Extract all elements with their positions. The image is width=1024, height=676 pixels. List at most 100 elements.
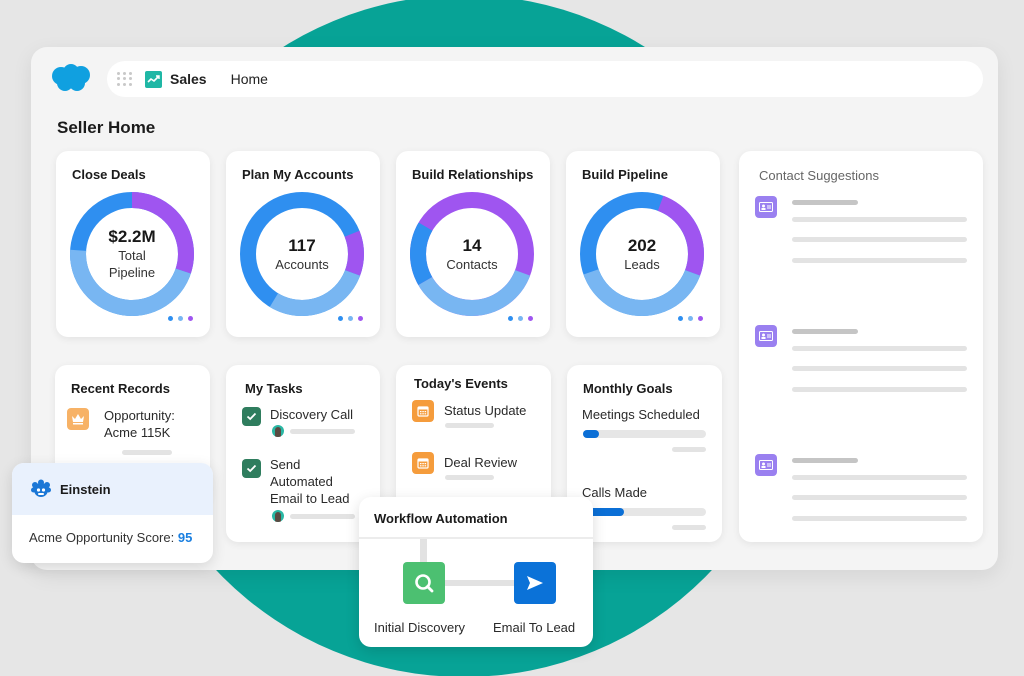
contact-suggestion-item[interactable] [755,454,975,544]
placeholder-line [792,237,967,242]
card-title: Monthly Goals [583,381,673,396]
placeholder-line [792,458,858,463]
assignee-avatar [272,425,284,437]
card-title: Build Relationships [412,167,534,182]
kpi-value: $2.2M [108,227,156,246]
pagination-dots[interactable] [338,316,363,321]
placeholder-line [792,475,967,480]
contact-suggestions-card: Contact Suggestions [739,151,983,542]
nav-tab-home[interactable]: Home [230,71,268,87]
contact-suggestion-item[interactable] [755,196,975,286]
card-title: Build Pipeline [582,167,668,182]
kpi-label: Accounts [275,256,329,272]
donut-center-label: 202 Leads [579,191,705,317]
placeholder-line [290,514,355,519]
goal-label: Calls Made [582,485,648,500]
placeholder-line [792,366,967,371]
kpi-label: Leads [624,256,660,272]
task-title[interactable]: Discovery Call [270,407,354,422]
close-deals-donut-chart [70,192,194,316]
pagination-dots[interactable] [168,316,193,321]
progress-fill [583,430,599,438]
pagination-dots[interactable] [678,316,703,321]
placeholder-line [122,450,172,455]
contact-suggestion-item[interactable] [755,325,975,415]
progress-fill [583,508,624,516]
record-link[interactable]: Opportunity: Acme 115K [104,407,175,441]
card-title: Recent Records [71,381,170,396]
placeholder-line [792,387,967,392]
placeholder-line [792,217,967,222]
salesforce-cloud-logo-icon[interactable] [49,63,93,93]
build-relationships-card[interactable]: Build Relationships 14 Contacts [396,151,550,337]
connector-line [445,580,515,586]
task-title-line: Email to Lead [270,491,350,506]
goal-label: Meetings Scheduled [582,407,700,422]
placeholder-line [792,200,858,205]
kpi-label: Total [118,248,146,263]
event-calendar-icon [412,452,434,474]
calls-progress-bar [583,508,706,516]
card-title: Close Deals [72,167,146,182]
card-title: Plan My Accounts [242,167,354,182]
event-calendar-icon [412,400,434,422]
app-name: Sales [170,71,207,87]
einstein-avatar-icon [31,479,51,497]
score-label: Acme Opportunity Score: [29,530,175,545]
contact-card-icon [755,196,777,218]
card-title: Today's Events [414,376,508,391]
contact-card-icon [755,325,777,347]
monthly-goals-card: Monthly Goals Meetings Scheduled Calls M… [567,365,722,542]
build-relationships-donut-chart [410,192,534,316]
pagination-dots[interactable] [508,316,533,321]
build-pipeline-card[interactable]: Build Pipeline 202 Leads [566,151,720,337]
contact-card-icon [755,454,777,476]
opportunity-crown-icon [67,408,89,430]
kpi-label: Pipeline [108,265,156,280]
task-checkbox-checked[interactable] [242,407,261,426]
placeholder-line [672,447,706,452]
assignee-avatar [272,510,284,522]
plan-my-accounts-card[interactable]: Plan My Accounts 117 Accounts [226,151,380,337]
einstein-body: Acme Opportunity Score: 95 [12,515,213,545]
task-title-line: Automated [270,474,333,489]
score-value: 95 [177,530,193,545]
donut-center-label: 117 Accounts [239,191,365,317]
placeholder-line [445,423,494,428]
donut-center-label: 14 Contacts [409,191,535,317]
donut-center-label: $2.2M Total Pipeline [69,191,195,317]
placeholder-line [792,516,967,521]
kpi-value: 202 [627,235,657,255]
event-title[interactable]: Status Update [444,403,527,418]
task-title[interactable]: Send Automated Email to Lead [270,456,350,507]
connector-line [420,539,427,565]
placeholder-line [792,346,967,351]
task-title-line: Send [270,457,301,472]
placeholder-line [445,475,494,480]
sales-app-icon [145,70,162,88]
meetings-progress-bar [583,430,706,438]
kpi-label: Contacts [446,256,498,272]
einstein-score-card[interactable]: Einstein Acme Opportunity Score: 95 [12,463,213,563]
task-checkbox-checked[interactable] [242,459,261,478]
card-title: My Tasks [245,381,303,396]
workflow-automation-card[interactable]: Workflow Automation Initial Discovery Em… [359,497,593,647]
step-label: Initial Discovery [374,620,466,635]
placeholder-line [672,525,706,530]
placeholder-line [792,329,858,334]
my-tasks-card: My Tasks Discovery Call Send Automated E… [226,365,380,542]
close-deals-card[interactable]: Close Deals $2.2M Total Pipeline [56,151,210,337]
einstein-title: Einstein [60,481,111,497]
record-type: Opportunity: [104,408,175,423]
workflow-title: Workflow Automation [359,497,593,539]
event-title[interactable]: Deal Review [444,455,517,470]
placeholder-line [792,495,967,500]
placeholder-line [290,429,355,434]
todays-events-card: Today's Events Status Update Deal Review [396,365,551,515]
initial-discovery-step-icon[interactable] [403,562,445,604]
app-launcher-icon[interactable] [117,72,133,86]
build-pipeline-donut-chart [580,192,704,316]
step-label: Email To Lead [493,620,576,635]
email-to-lead-step-icon[interactable] [514,562,556,604]
page-title: Seller Home [57,118,156,137]
